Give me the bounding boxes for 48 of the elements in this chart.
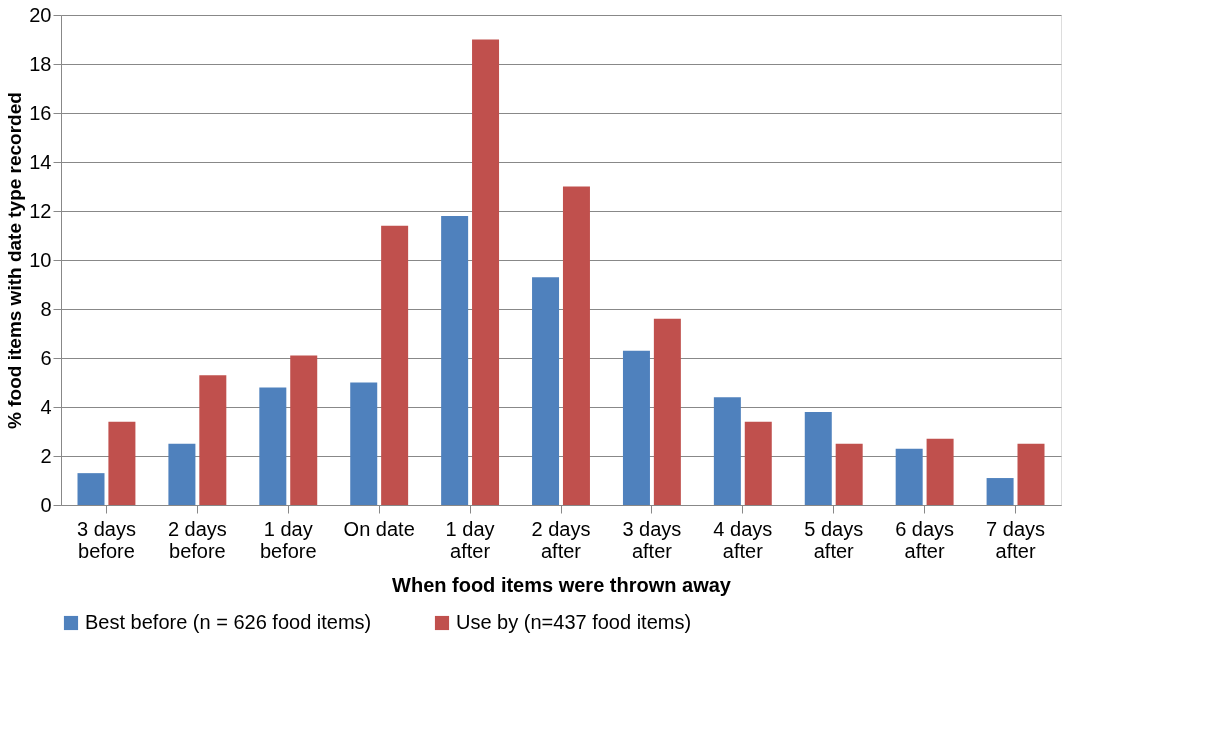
legend-label: Best before (n = 626 food items): [85, 611, 372, 633]
y-tick-label: 14: [29, 150, 52, 173]
bar: [986, 478, 1014, 505]
bar: [895, 448, 923, 505]
bar: [381, 225, 409, 505]
bar: [926, 438, 954, 505]
x-axis-title: When food items were thrown away: [392, 573, 732, 596]
bar: [259, 387, 287, 505]
y-axis-title: % food items with date type recorded: [4, 92, 26, 429]
bar: [562, 186, 590, 505]
y-tick-label: 2: [40, 444, 52, 467]
bar: [713, 397, 741, 505]
y-tick-label: 0: [40, 493, 52, 516]
y-tick-label: 6: [40, 346, 52, 369]
bar: [168, 443, 196, 505]
x-tick-label: 2 days before: [167, 517, 227, 562]
bar: [1017, 443, 1045, 505]
x-tick-label: On date: [343, 517, 415, 540]
bar: [472, 39, 500, 505]
x-tick-label: 5 days after: [804, 517, 864, 562]
bar: [350, 382, 378, 505]
y-tick-label: 16: [29, 101, 52, 124]
bar: [653, 318, 681, 505]
x-tick-label: 2 days after: [531, 517, 591, 562]
bar: [744, 421, 772, 505]
bar: [108, 421, 136, 505]
bar: [441, 215, 469, 505]
bar: [804, 411, 832, 505]
bar: [290, 355, 318, 505]
y-tick-label: 12: [29, 199, 52, 222]
x-tick-label: 6 days after: [895, 517, 955, 562]
x-tick-label: 3 days after: [622, 517, 682, 562]
y-tick-label: 4: [40, 395, 52, 418]
bar: [532, 277, 560, 505]
x-tick-label: 3 days before: [76, 517, 136, 562]
x-tick-label: 7 days after: [986, 517, 1046, 562]
bar: [835, 443, 863, 505]
bar: [77, 473, 105, 505]
y-tick-label: 20: [29, 3, 52, 26]
x-tick-label: 4 days after: [713, 517, 773, 562]
legend-label: Use by (n=437 food items): [456, 611, 692, 633]
y-tick-label: 18: [29, 52, 52, 75]
y-tick-label: 10: [29, 248, 52, 271]
bar: [622, 350, 650, 505]
bar: [199, 375, 227, 505]
x-tick-label: 1 day after: [445, 517, 495, 562]
x-tick-label: 1 day before: [259, 517, 317, 562]
y-tick-label: 8: [40, 297, 52, 320]
